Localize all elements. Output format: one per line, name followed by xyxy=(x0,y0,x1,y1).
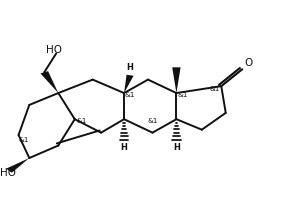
Text: &1: &1 xyxy=(209,87,220,92)
Text: &1: &1 xyxy=(177,92,187,98)
Polygon shape xyxy=(6,158,29,173)
Text: &1: &1 xyxy=(124,92,135,98)
Text: &1: &1 xyxy=(76,118,87,124)
Text: HO: HO xyxy=(0,168,16,178)
Polygon shape xyxy=(40,71,58,93)
Text: HO: HO xyxy=(46,46,62,55)
Text: &1: &1 xyxy=(147,118,158,124)
Text: H: H xyxy=(173,143,180,152)
Polygon shape xyxy=(124,75,134,93)
Text: &1: &1 xyxy=(19,137,29,143)
Polygon shape xyxy=(172,67,181,93)
Text: H: H xyxy=(121,143,127,152)
Text: O: O xyxy=(245,58,253,68)
Text: H: H xyxy=(126,63,133,72)
